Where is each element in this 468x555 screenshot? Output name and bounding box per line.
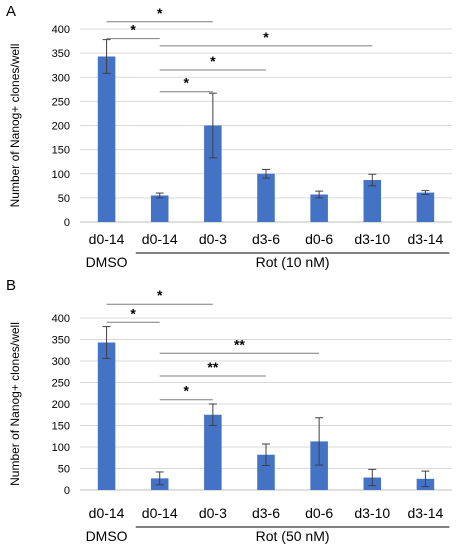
y-tick-label: 300 — [52, 72, 70, 84]
x-tick-label: d3-14 — [408, 231, 444, 247]
significance-label: ** — [207, 359, 218, 375]
x-tick-label: d3-10 — [354, 231, 390, 247]
y-tick-label: 400 — [52, 313, 70, 325]
significance-label: * — [130, 305, 136, 321]
bar — [363, 180, 382, 222]
x-tick-label: d0-14 — [89, 231, 125, 247]
y-tick-label: 100 — [52, 169, 70, 181]
significance-label: * — [263, 29, 269, 45]
bar — [310, 441, 328, 490]
x-tick-label: d0-14 — [142, 231, 178, 247]
y-tick-label: 150 — [52, 421, 70, 433]
bar — [150, 195, 169, 222]
y-tick-label: 100 — [52, 442, 70, 454]
significance-label: * — [157, 5, 163, 21]
x-tick-label: d3-6 — [252, 231, 280, 247]
x-tick-label: d3-14 — [408, 505, 444, 521]
y-tick-label: 50 — [58, 193, 70, 205]
significance-label: * — [130, 22, 136, 38]
significance-label: * — [157, 287, 163, 303]
panel-label: A — [6, 3, 16, 20]
bar — [257, 173, 275, 222]
x-tick-label: d0-3 — [199, 505, 227, 521]
chart-panel-A: A 0 50 100 150 200 250 300 350 400 Number of Nanog… — [6, 3, 452, 270]
x-tick-label: d0-3 — [199, 231, 227, 247]
y-tick-label: 50 — [58, 464, 70, 476]
x-tick-label: d3-10 — [354, 505, 390, 521]
y-tick-label: 0 — [64, 485, 70, 497]
bar — [416, 192, 435, 222]
bar — [97, 342, 116, 490]
x-tick-label: d3-6 — [252, 505, 280, 521]
y-tick-label: 0 — [64, 217, 70, 229]
y-tick-label: 300 — [52, 356, 70, 368]
y-tick-label: 150 — [52, 145, 70, 157]
bar — [204, 125, 222, 222]
bar — [204, 414, 222, 490]
panel-label: B — [6, 277, 16, 294]
bar — [97, 56, 116, 222]
x-tick-label: d0-6 — [305, 505, 333, 521]
y-tick-label: 250 — [52, 378, 70, 390]
y-tick-label: 400 — [52, 24, 70, 36]
group-label: DMSO — [86, 254, 128, 270]
x-tick-label: d0-14 — [142, 505, 178, 521]
x-tick-label: d0-14 — [89, 505, 125, 521]
significance-label: * — [184, 75, 190, 91]
group-label: DMSO — [86, 528, 128, 544]
significance-label: * — [210, 53, 216, 69]
significance-label: * — [184, 383, 190, 399]
y-tick-label: 250 — [52, 96, 70, 108]
x-tick-label: d0-6 — [305, 231, 333, 247]
bar — [257, 454, 275, 490]
y-tick-label: 350 — [52, 48, 70, 60]
y-tick-label: 200 — [52, 399, 70, 411]
y-tick-label: 350 — [52, 335, 70, 347]
y-axis-label: Number of Nanog+ clones/well — [8, 322, 22, 486]
chart-panel-B: B 0 50 100 150 200 250 300 350 400 Number of Nanog… — [6, 277, 452, 544]
group-label: Rot (50 nM) — [256, 528, 330, 544]
group-label: Rot (10 nM) — [256, 254, 330, 270]
y-tick-label: 200 — [52, 121, 70, 133]
y-axis-label: Number of Nanog+ clones/well — [8, 44, 22, 208]
significance-label: ** — [234, 336, 245, 352]
bar — [310, 194, 328, 222]
